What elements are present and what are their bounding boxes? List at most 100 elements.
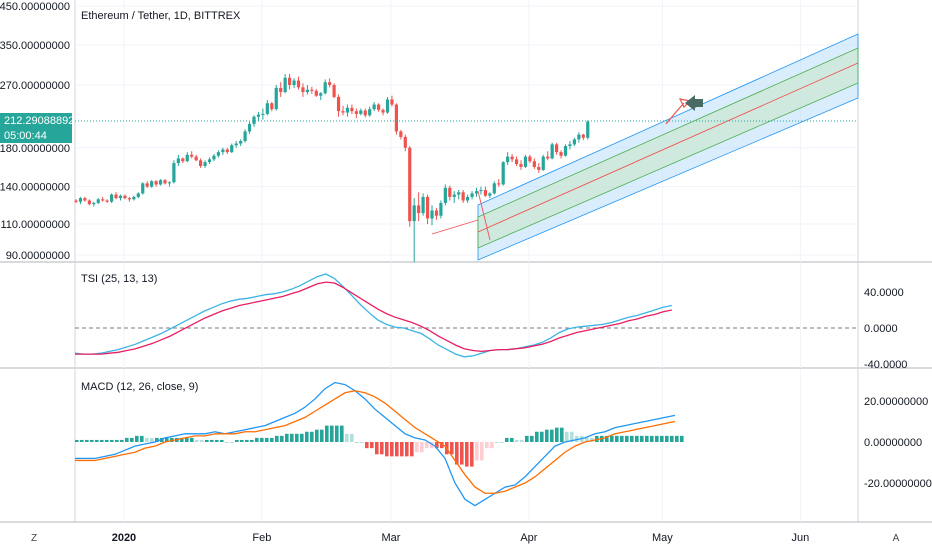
macd-histogram-bar bbox=[125, 437, 129, 442]
candle-body bbox=[501, 162, 505, 185]
regression-channel[interactable] bbox=[431, 33, 859, 261]
macd-histogram-bar bbox=[315, 429, 319, 442]
candle-body bbox=[528, 156, 532, 162]
macd-histogram-bar bbox=[335, 425, 339, 442]
price-axis-label: 450.00000000 bbox=[0, 1, 70, 13]
candle-body bbox=[279, 87, 283, 93]
candle-body bbox=[563, 146, 568, 156]
candle-body bbox=[474, 191, 479, 194]
candle-body bbox=[385, 99, 390, 113]
candle-body bbox=[239, 141, 243, 144]
macd-histogram-bar bbox=[90, 439, 94, 442]
countdown-value: 05:00:44 bbox=[4, 130, 47, 142]
time-axis-label: 2020 bbox=[112, 532, 136, 544]
macd-histogram-bar bbox=[205, 439, 209, 442]
candle-body bbox=[96, 199, 100, 203]
macd-histogram-bar bbox=[460, 442, 464, 465]
tsi-axis-label: 0.0000 bbox=[864, 323, 898, 335]
macd-histogram-bar bbox=[365, 442, 369, 449]
macd-histogram-bar bbox=[480, 442, 484, 461]
candle-body bbox=[350, 107, 354, 112]
candle-body bbox=[497, 183, 501, 185]
candle-body bbox=[377, 104, 381, 110]
macd-histogram-bar bbox=[270, 437, 274, 442]
macd-histogram-bar bbox=[355, 442, 359, 443]
candle-body bbox=[546, 156, 550, 159]
price-axis-label: 90.00000000 bbox=[6, 250, 70, 262]
candle-body bbox=[141, 183, 145, 194]
candle-body bbox=[586, 121, 590, 138]
tsi-line bbox=[74, 273, 672, 358]
auto-scale-left-button[interactable]: Z bbox=[31, 533, 37, 544]
candle-body bbox=[323, 82, 327, 94]
candle-body bbox=[537, 166, 541, 170]
candle-body bbox=[368, 109, 372, 116]
candle-body bbox=[136, 193, 140, 197]
candle-body bbox=[461, 192, 465, 201]
candle-body bbox=[506, 156, 510, 163]
macd-histogram-bar bbox=[675, 435, 679, 442]
macd-histogram-bar bbox=[455, 442, 459, 465]
auto-scale-right-button[interactable]: A bbox=[893, 533, 900, 544]
candle-body bbox=[150, 181, 154, 187]
macd-histogram-bar bbox=[135, 435, 139, 442]
candle-body bbox=[296, 80, 301, 88]
macd-histogram-bar bbox=[80, 439, 84, 442]
tsi-axis-label: 40.0000 bbox=[864, 287, 904, 299]
candle-body bbox=[74, 200, 78, 202]
macd-histogram-bar bbox=[525, 435, 529, 442]
macd-histogram-bar bbox=[240, 439, 244, 442]
macd-histogram-bar bbox=[640, 435, 644, 442]
candlestick-series bbox=[74, 73, 590, 263]
candle-body bbox=[110, 194, 114, 202]
candle-body bbox=[114, 194, 118, 199]
candle-body bbox=[417, 205, 421, 214]
chart-title: Ethereum / Tether, 1D, BITTREX bbox=[81, 10, 241, 22]
macd-histogram-bar bbox=[635, 435, 639, 442]
candle-body bbox=[185, 154, 189, 162]
time-axis-label: Mar bbox=[381, 532, 400, 544]
macd-histogram-bar bbox=[105, 439, 109, 442]
macd-histogram-bar bbox=[670, 435, 674, 442]
candle-body bbox=[261, 113, 265, 115]
candle-body bbox=[310, 89, 314, 91]
candle-body bbox=[514, 159, 519, 165]
macd-histogram-bar bbox=[185, 437, 189, 442]
candle-body bbox=[572, 139, 576, 145]
candle-body bbox=[252, 116, 256, 124]
macd-histogram-bar bbox=[660, 435, 664, 442]
candle-body bbox=[181, 158, 185, 162]
candle-body bbox=[145, 183, 149, 187]
macd-histogram-bar bbox=[215, 439, 219, 442]
candle-body bbox=[274, 87, 278, 110]
candle-body bbox=[314, 90, 318, 96]
candle-body bbox=[118, 195, 123, 199]
macd-histogram-bar bbox=[410, 442, 414, 457]
macd-histogram-bar bbox=[190, 437, 194, 442]
candle-body bbox=[448, 187, 452, 197]
macd-histogram-bar bbox=[390, 442, 394, 457]
macd-histogram-bar bbox=[435, 442, 439, 449]
candle-body bbox=[243, 131, 247, 142]
price-axis-label: 350.00000000 bbox=[0, 40, 70, 52]
arrow-annotation[interactable] bbox=[665, 95, 703, 125]
macd-histogram-bar bbox=[75, 439, 79, 442]
macd-histogram-bar bbox=[380, 442, 384, 455]
candle-body bbox=[194, 156, 198, 161]
candle-body bbox=[83, 198, 87, 201]
macd-histogram-bar bbox=[420, 442, 424, 453]
macd-histogram-bar bbox=[440, 442, 444, 449]
arrow-marker-icon bbox=[685, 95, 703, 111]
candle-body bbox=[359, 110, 363, 114]
candle-body bbox=[412, 205, 416, 222]
macd-axis-label: 0.00000000 bbox=[864, 437, 922, 449]
macd-histogram-bar bbox=[130, 437, 134, 442]
macd-histogram-bar bbox=[430, 442, 434, 449]
candle-body bbox=[452, 194, 456, 197]
macd-histogram-bar bbox=[85, 439, 89, 442]
candle-body bbox=[216, 152, 220, 156]
macd-histogram-bar bbox=[100, 439, 104, 442]
candle-body bbox=[390, 99, 394, 105]
